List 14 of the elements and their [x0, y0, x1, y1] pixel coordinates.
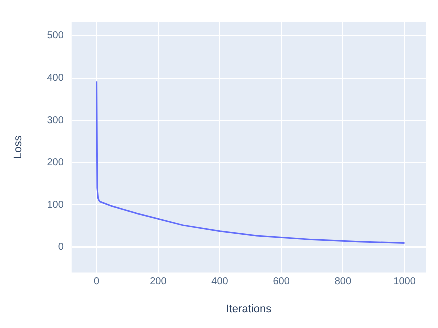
- y-tick-label: 300: [47, 115, 64, 126]
- x-tick-label: 800: [334, 276, 352, 288]
- x-tick-label: 0: [94, 276, 100, 288]
- y-tick-label: 400: [47, 73, 64, 84]
- y-tick-label: 100: [47, 200, 64, 211]
- x-tick-label: 1000: [394, 276, 416, 288]
- y-tick-label: 500: [47, 30, 64, 42]
- x-tick-label: 400: [212, 276, 229, 288]
- x-tick-label: 600: [273, 276, 290, 288]
- x-axis-title: Iterations: [226, 303, 272, 316]
- y-tick-label: 200: [47, 158, 64, 169]
- x-tick-label: 200: [150, 276, 168, 288]
- y-tick-label: 0: [58, 242, 64, 254]
- y-axis-title: Loss: [12, 135, 25, 160]
